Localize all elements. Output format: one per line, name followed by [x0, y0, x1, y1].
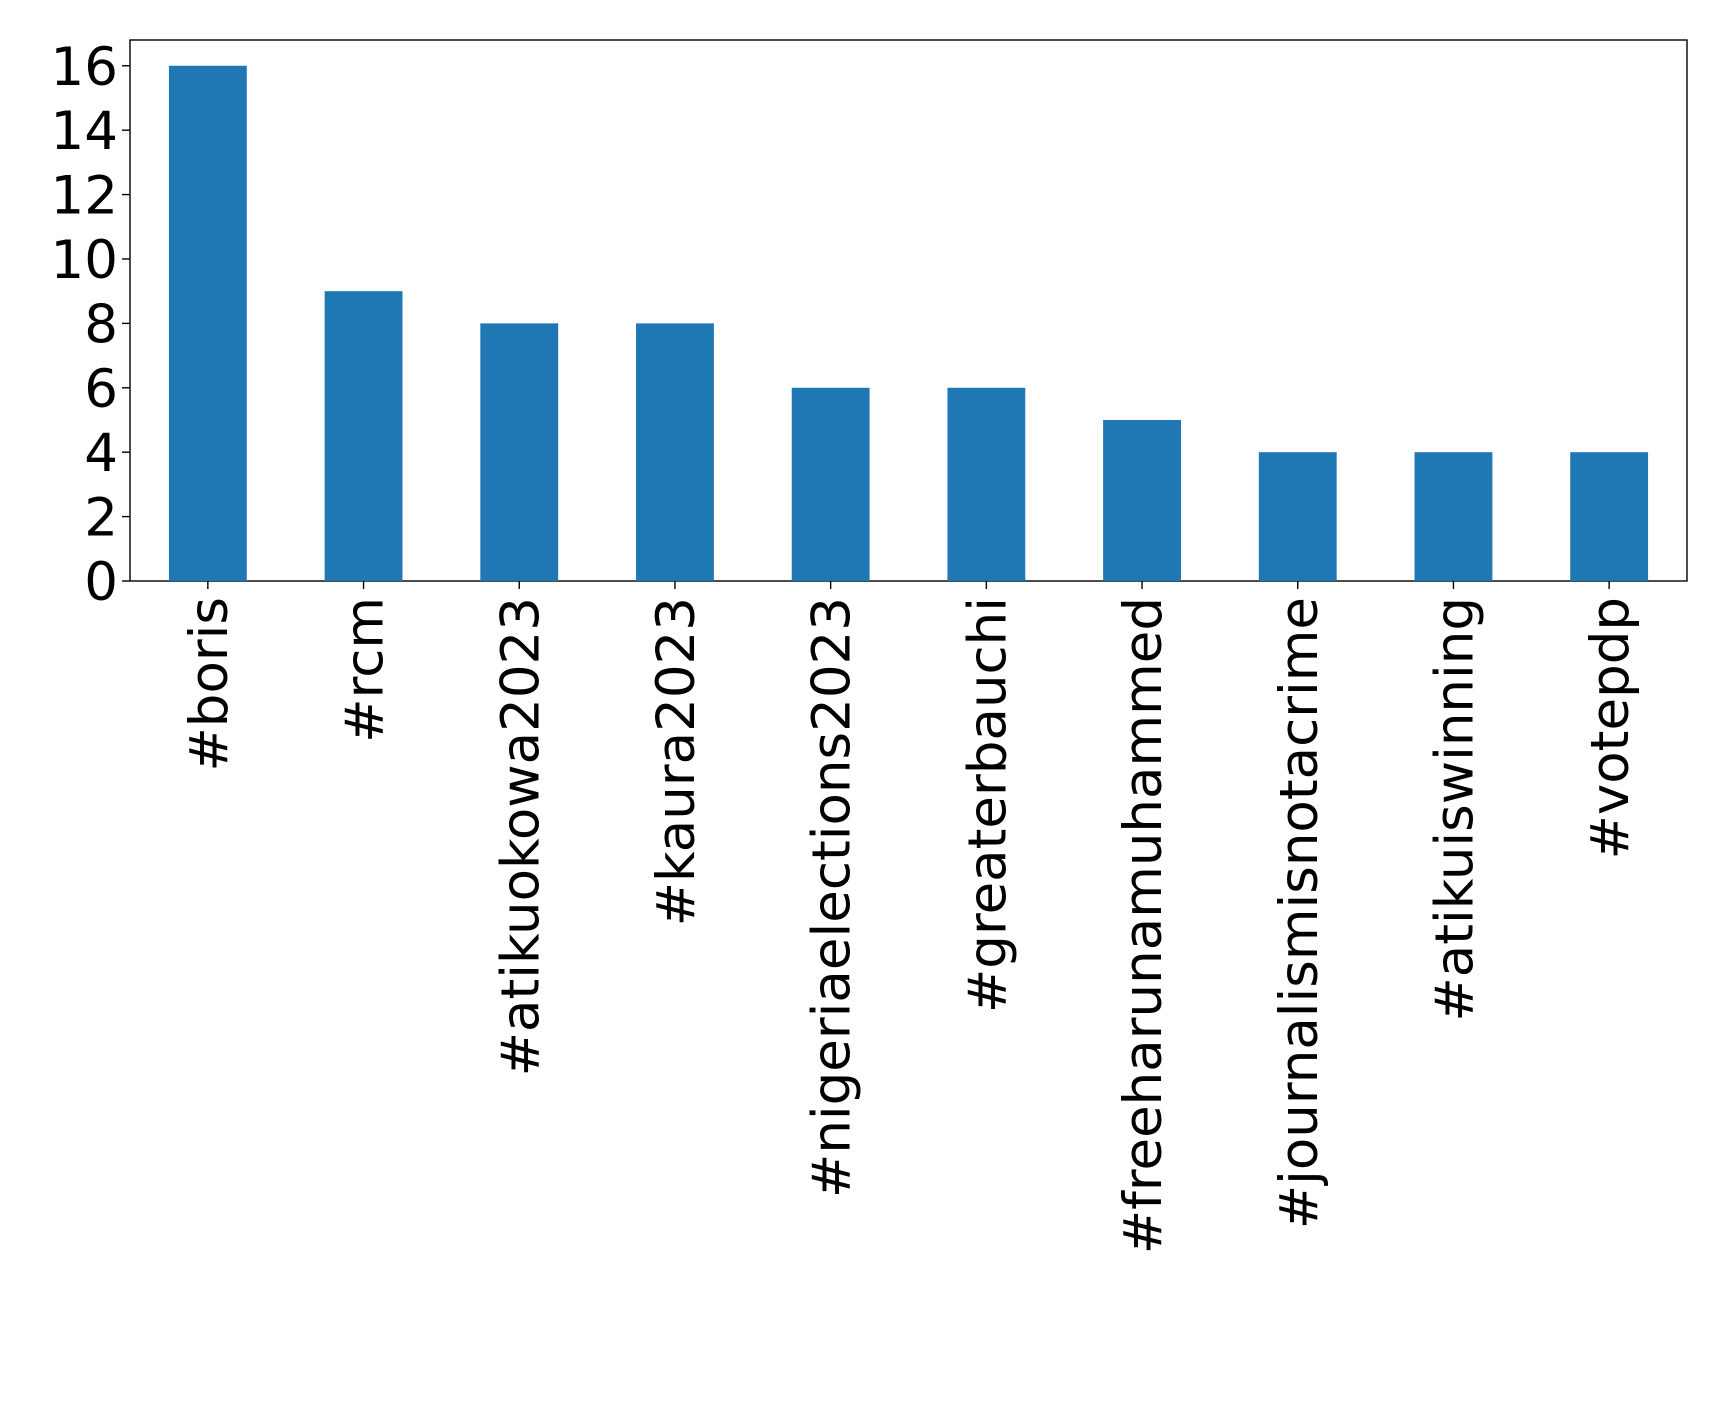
bar [168, 65, 247, 581]
y-tick-label: 16 [51, 37, 118, 98]
bar [324, 291, 403, 581]
y-tick-label: 14 [51, 101, 118, 162]
x-tick-label: #nigeriaelections2023 [802, 597, 863, 1198]
bar [1258, 452, 1337, 581]
x-tick-label: #boris [179, 597, 240, 772]
y-tick-label: 0 [84, 552, 118, 613]
x-tick-label: #journalismisnotacrime [1269, 597, 1330, 1229]
x-tick-label: #votepdp [1580, 597, 1641, 860]
y-tick-label: 8 [84, 294, 118, 355]
plot-frame [129, 39, 1688, 582]
bar [1414, 452, 1493, 581]
bar [791, 387, 870, 581]
bar [1570, 452, 1649, 581]
bar [636, 323, 714, 581]
x-tick-label: #rcm [335, 597, 396, 743]
x-tick-label: #freeharunamuhammed [1113, 597, 1174, 1254]
x-tick-label: #atikuiswinning [1424, 597, 1485, 1022]
y-tick-label: 4 [84, 423, 118, 484]
y-tick-label: 10 [51, 230, 118, 291]
bar [1103, 419, 1181, 581]
bar [947, 387, 1026, 581]
bar [480, 323, 559, 581]
y-tick-label: 12 [51, 166, 118, 227]
y-tick-label: 2 [84, 488, 118, 549]
x-tick-label: #kaura2023 [646, 597, 707, 926]
y-tick-label: 6 [84, 359, 118, 420]
x-tick-label: #atikuokowa2023 [490, 597, 551, 1076]
x-tick-label: #greaterbauchi [957, 597, 1018, 1013]
